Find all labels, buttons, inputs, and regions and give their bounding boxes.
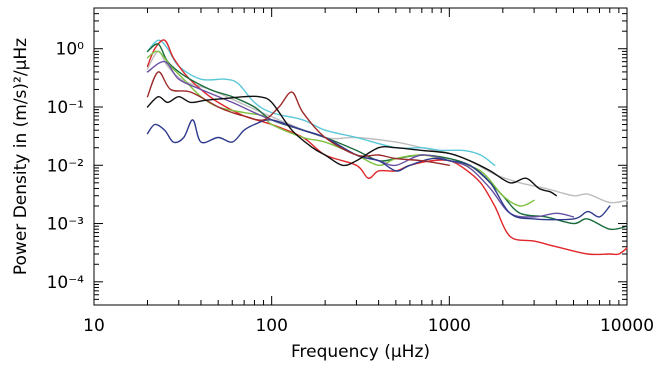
series-line-3 [146, 39, 628, 256]
series-line-7 [146, 119, 611, 221]
series-line-4 [146, 43, 628, 231]
y-tick-labels: 10⁰ 10⁻¹ 10⁻² 10⁻³ 10⁻⁴ [47, 40, 85, 293]
y-tick-label: 10⁰ [56, 40, 85, 60]
plot-frame [93, 7, 628, 306]
series-group [146, 39, 628, 256]
y-tick-label: 10⁻² [47, 156, 84, 176]
x-tick-labels: 10 100 1000 10000 [83, 316, 654, 336]
x-tick-label: 100 [255, 316, 287, 336]
y-axis-label: Power Density in (m/s)²/µHz [11, 38, 31, 275]
series-line-1 [146, 50, 628, 204]
y-tick-label: 10⁻⁴ [47, 273, 85, 293]
y-tick-label: 10⁻¹ [47, 98, 84, 118]
plot-border [93, 7, 628, 306]
series-line-2 [146, 39, 496, 166]
series-line-8 [146, 71, 450, 166]
x-axis-label: Frequency (µHz) [291, 342, 430, 362]
y-tick-label: 10⁻³ [47, 215, 84, 235]
series-line-9 [146, 95, 557, 197]
series-line-5 [146, 50, 535, 207]
x-tick-label: 10 [83, 316, 105, 336]
x-tick-label: 1000 [428, 316, 471, 336]
ticks-group [93, 7, 628, 306]
x-tick-label: 10000 [600, 316, 654, 336]
